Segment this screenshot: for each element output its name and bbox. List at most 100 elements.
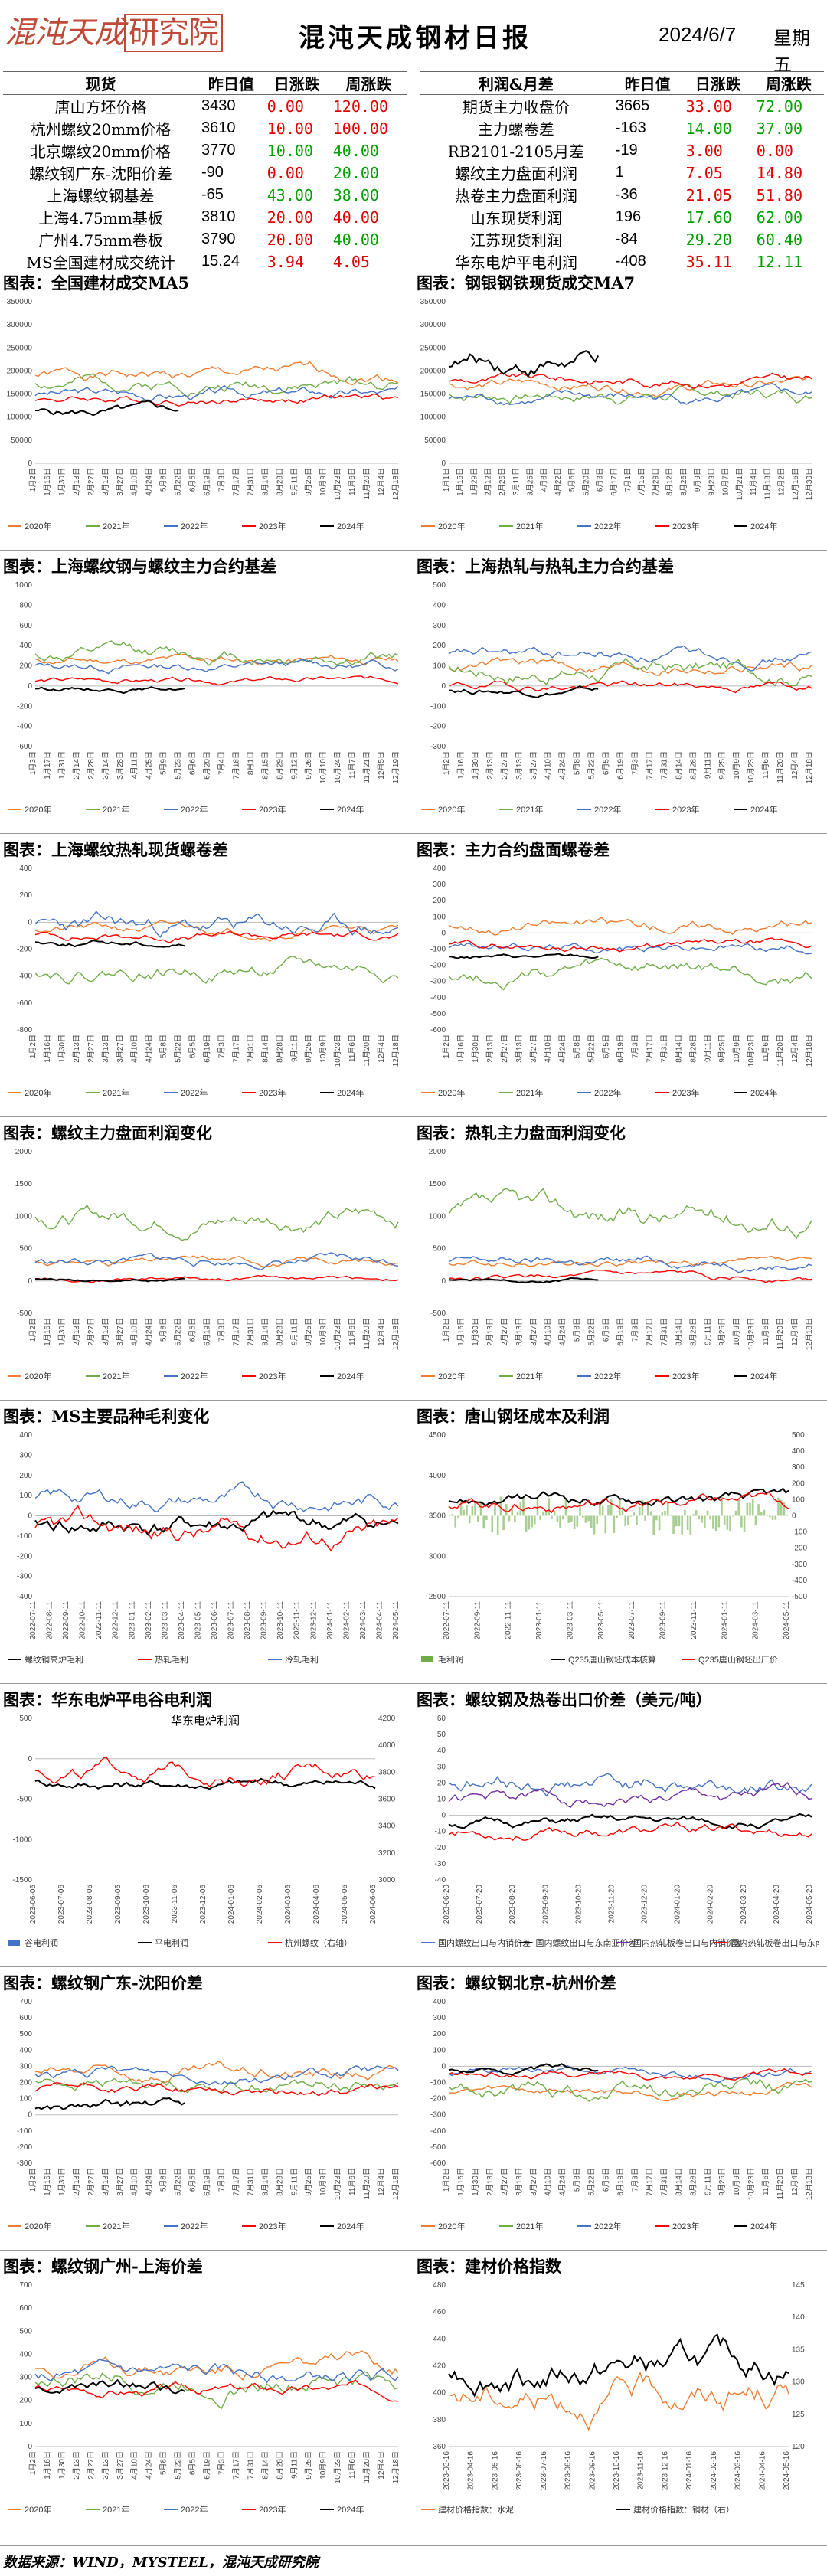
x-tick-label: 2月27日	[87, 468, 96, 496]
series-line	[448, 943, 812, 955]
series-line	[448, 658, 812, 687]
report-header: 混沌天成 研究院 混沌天成钢材日报 2024/6/7 星期五	[0, 0, 827, 76]
x-tick-label: 12月30日	[805, 468, 814, 500]
x-tick-label: 12月19日	[391, 751, 400, 783]
y-tick-label: -200	[17, 2143, 32, 2152]
chart-title: 图表：上海螺纹钢与螺纹主力合约基差	[3, 557, 276, 576]
y-tick-label: 300	[433, 881, 446, 889]
x-tick-label: 2024-03-16	[734, 2451, 743, 2491]
bar	[749, 1502, 751, 1516]
chart-title: 图表：螺纹钢广州-上海价差	[3, 2257, 203, 2276]
x-tick-label: 6月5日	[602, 751, 611, 775]
x-tick-label: 7月4日	[217, 751, 226, 775]
x-tick-label: 2024-03-11	[359, 1601, 368, 1640]
cell-value: 1	[615, 164, 624, 181]
x-tick-label: 1月30日	[57, 2168, 67, 2196]
legend-label: 2021年	[516, 1087, 543, 1098]
x-tick-label: 12月18日	[391, 1035, 400, 1067]
bar	[502, 1515, 505, 1531]
y-tick-label: 50	[437, 1731, 446, 1739]
legend-label: 2020年	[438, 1087, 465, 1098]
x-tick-label: 2月27日	[87, 2451, 96, 2480]
legend-label: 2022年	[594, 1371, 621, 1381]
bar	[544, 1511, 548, 1516]
x-tick-label: 2023-12-16	[661, 2451, 669, 2491]
y-tick-label: 200000	[7, 367, 33, 375]
series-line	[34, 2379, 399, 2402]
table-row: MS全国建材成交统计 15.24 3.94 4.05	[3, 250, 407, 273]
series-line	[34, 659, 399, 675]
x-tick-label: 9月9日	[693, 468, 702, 492]
bar	[737, 1499, 740, 1516]
x-tick-label: 11月20日	[362, 1035, 371, 1067]
x-tick-label: 4月24日	[558, 1318, 567, 1346]
legend-label: 2023年	[672, 2221, 699, 2231]
x-tick-label: 4月24日	[558, 1035, 567, 1063]
y-tick-label: 2000	[429, 1148, 446, 1156]
bar	[763, 1509, 766, 1516]
x-tick-label: 12月4日	[790, 2168, 799, 2196]
y-tick-label: 100	[433, 2046, 446, 2055]
bar	[686, 1515, 689, 1531]
x-tick-label: 12月4日	[790, 1035, 799, 1063]
x-tick-label: 2023-10-11	[276, 1601, 285, 1640]
report-title: 混沌天成钢材日报	[299, 23, 531, 54]
x-tick-label: 2023-11-06	[171, 1885, 179, 1924]
y-tick-label: 0	[28, 1512, 32, 1521]
x-tick-label: 2024-02-11	[342, 1601, 351, 1640]
x-tick-label: 9月11日	[289, 2451, 299, 2479]
y-tick-label: 0	[441, 459, 446, 468]
x-tick-label: 11月6日	[761, 2168, 770, 2195]
x-tick-label: 5月22日	[174, 468, 183, 496]
x-tick-label: 10月9日	[319, 2168, 328, 2196]
legend-swatch	[421, 1656, 433, 1662]
y-tick-label: 200	[19, 662, 32, 671]
x-tick-label: 2023-02-11	[145, 1601, 153, 1640]
series-line	[448, 2333, 789, 2398]
bar	[757, 1504, 760, 1516]
x-tick-label: 9月11日	[289, 468, 299, 495]
cell-name: 主力螺卷差	[477, 120, 554, 139]
cell-name: MS全国建材成交统计	[26, 253, 175, 272]
y-tick-label: 420	[433, 2362, 446, 2371]
y-tick-label: -300	[17, 2159, 32, 2168]
x-tick-label: 2023-09-11	[659, 1601, 668, 1640]
x-tick-label: 2月13日	[485, 1318, 495, 1346]
legend-label: 平电利润	[155, 1937, 188, 1948]
x-tick-label: 7月17日	[645, 2168, 654, 2196]
bar	[570, 1515, 573, 1522]
table-header: 昨日值	[612, 71, 683, 95]
bar	[760, 1512, 763, 1516]
legend-label: 2022年	[181, 1371, 208, 1381]
x-tick-label: 3月27日	[529, 1035, 538, 1063]
x-tick-label: 2023-07-06	[57, 1885, 66, 1924]
series-line	[34, 2359, 399, 2384]
x-tick-label: 12月4日	[377, 1035, 386, 1063]
cell-value: -163	[615, 119, 646, 136]
x-tick-label: 2024-01-16	[685, 2451, 694, 2491]
bar	[666, 1502, 669, 1516]
x-tick-label: 11月21日	[362, 751, 371, 783]
x-tick-label: 12月4日	[790, 751, 799, 780]
y-tick-label: 0	[441, 682, 446, 691]
x-tick-label: 9月11日	[703, 1318, 712, 1345]
y-tick-label: 100	[19, 1492, 32, 1500]
legend-label: 2024年	[750, 521, 777, 531]
series-line	[448, 384, 812, 405]
y-tick-label: -400	[17, 1593, 32, 1601]
x-tick-label: 10月23日	[333, 2168, 342, 2200]
x-tick-label: 7月18日	[231, 751, 240, 780]
x-tick-label: 2月27日	[87, 2168, 96, 2196]
cell-value: 3610	[201, 119, 236, 136]
y-tick-label: 500	[19, 1715, 32, 1723]
x-tick-label: 9月11日	[289, 1318, 299, 1345]
bar	[459, 1502, 463, 1516]
x-tick-label: 2023-04-16	[467, 2451, 476, 2491]
legend-label: 2024年	[750, 1371, 777, 1381]
y-tick-label: 50000	[424, 436, 446, 445]
chart-svg: -800 -600 -400 -200 0 200 400 1月2日 1月16日 1月30日 2月1…	[8, 865, 400, 1098]
y-tick-label: 300	[19, 1451, 32, 1460]
y-tick-label: -600	[430, 2159, 446, 2168]
x-tick-label: 9月11日	[289, 1035, 299, 1062]
x-tick-label: 2022-11-11	[95, 1601, 103, 1639]
